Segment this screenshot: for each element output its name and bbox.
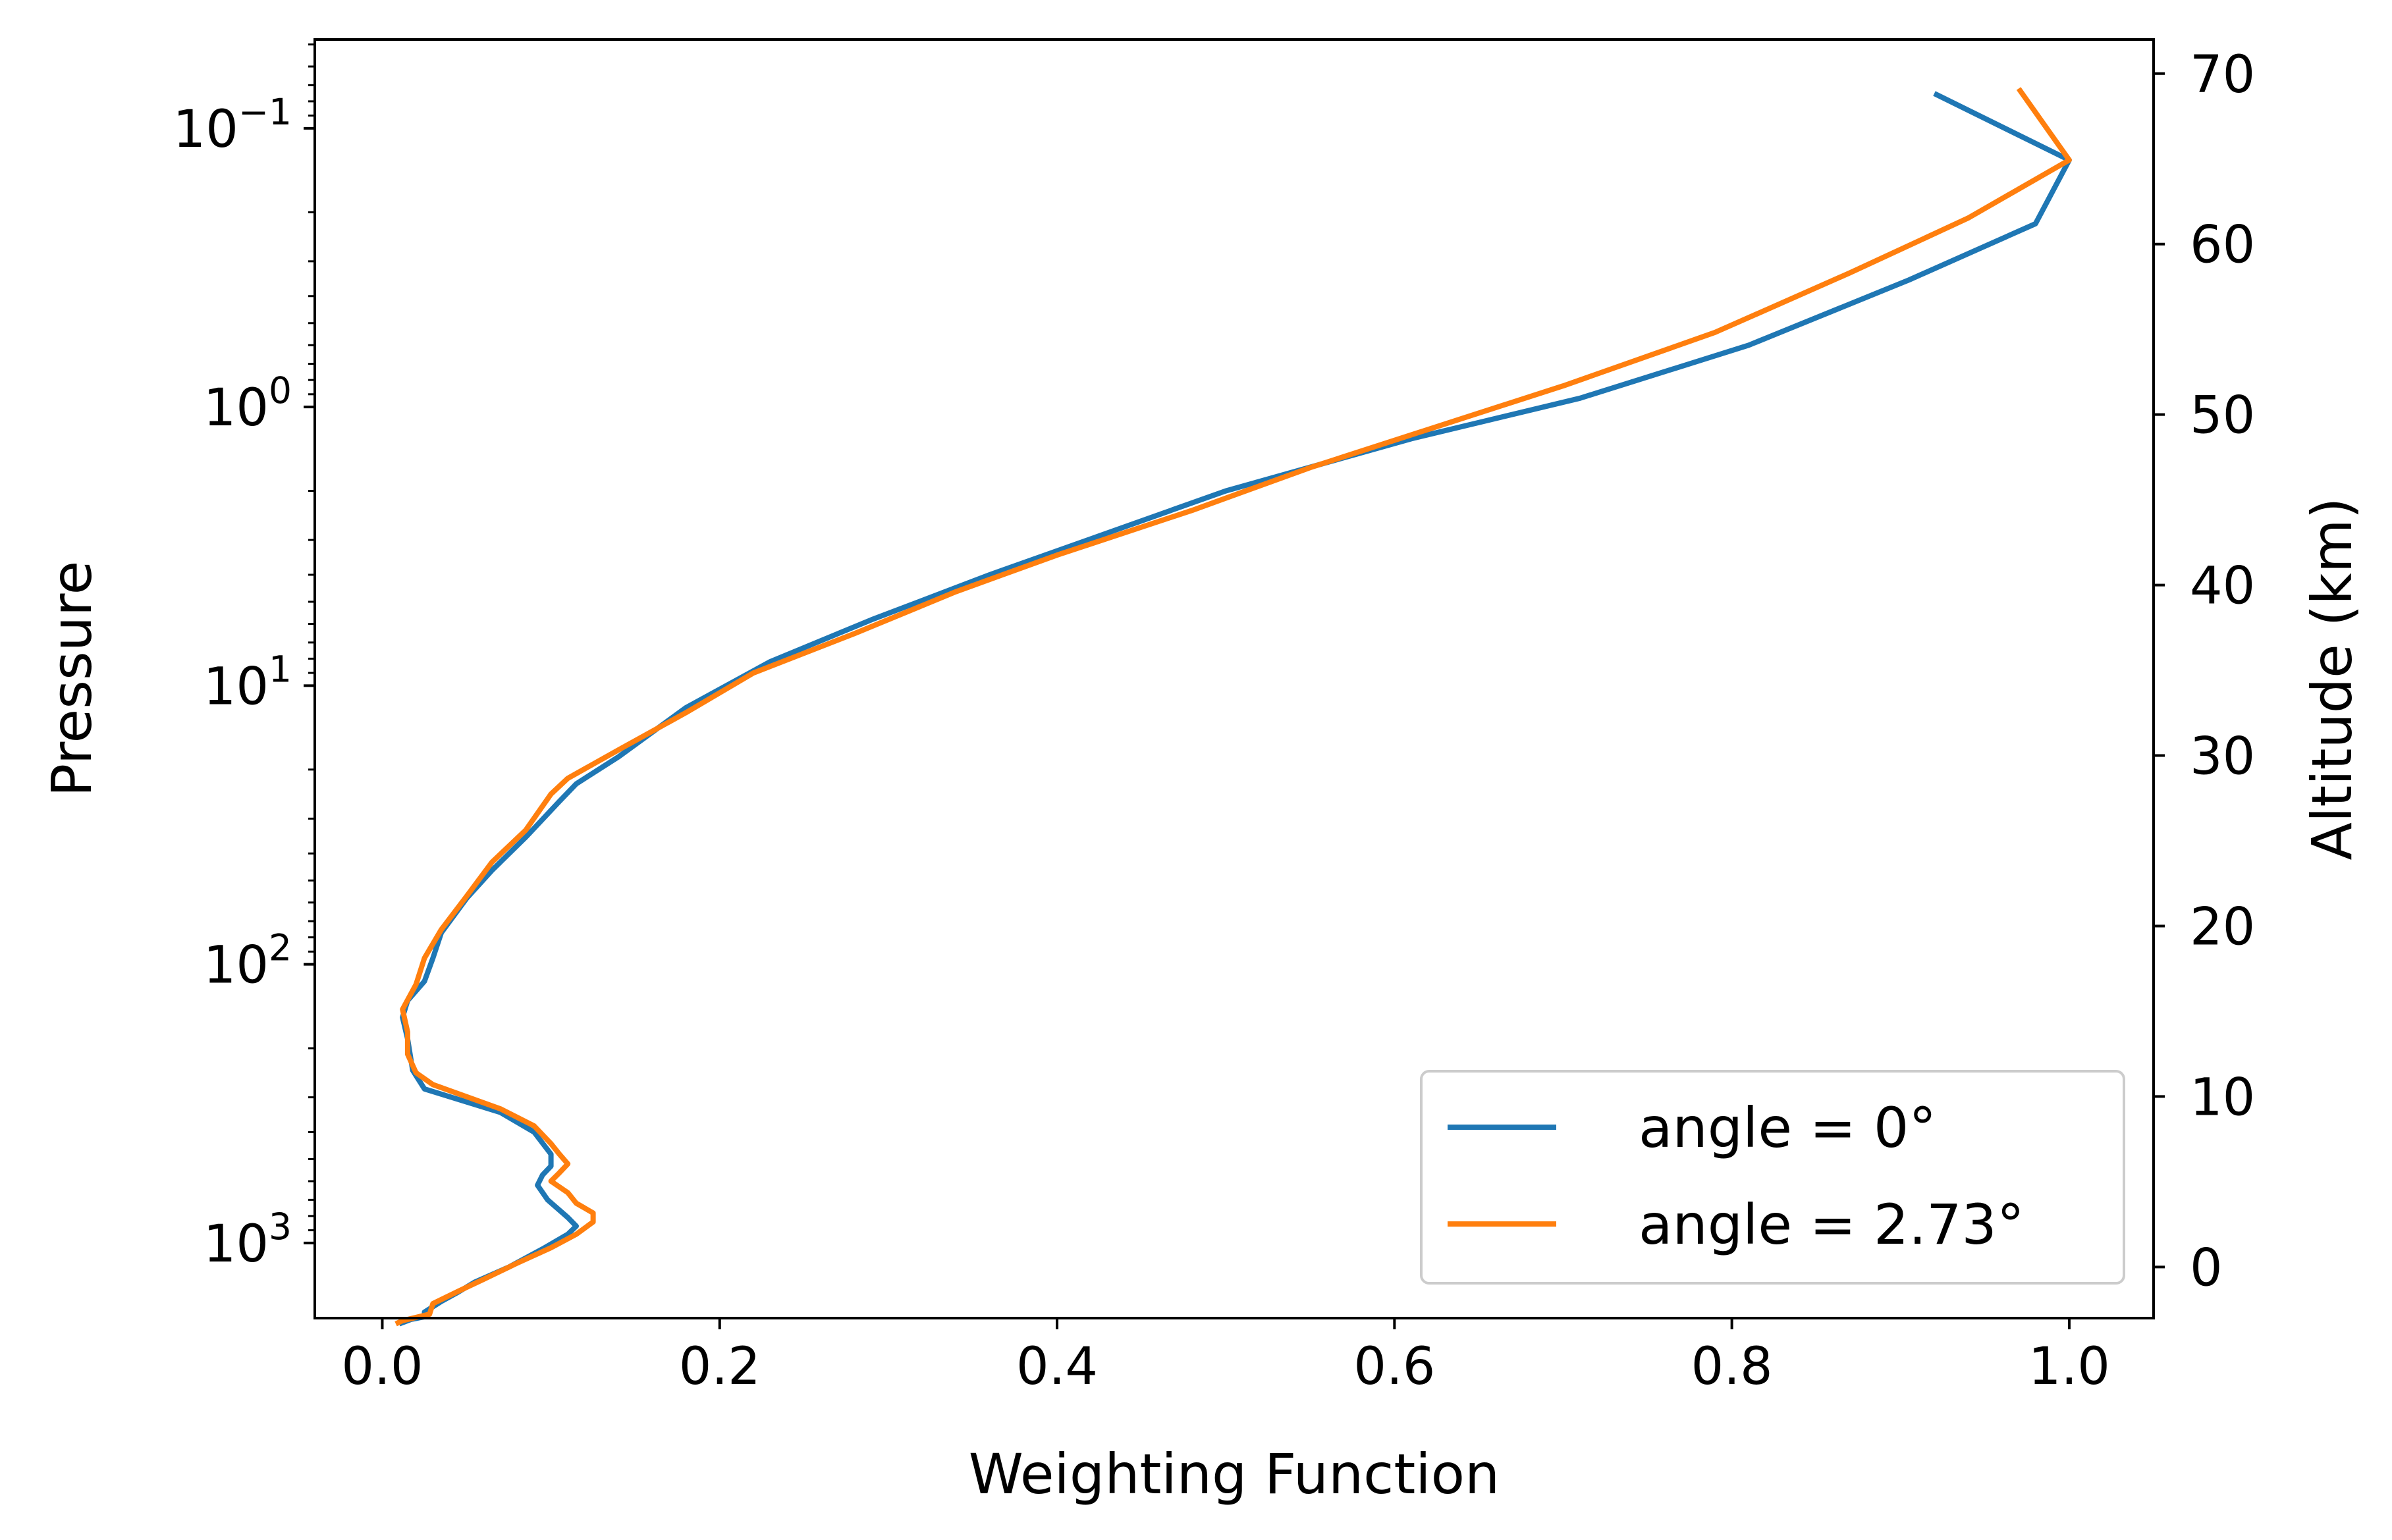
x-axis: 0.0 0.2 0.4 0.6 0.8 1.0 bbox=[341, 1318, 2110, 1396]
y-tick-label: 103 bbox=[204, 1206, 292, 1274]
y-axis-title: Pressure bbox=[40, 561, 104, 797]
x-tick-label: 0.6 bbox=[1353, 1337, 1435, 1396]
y2-tick-label: 10 bbox=[2190, 1068, 2255, 1127]
y-tick-label: 101 bbox=[204, 648, 292, 716]
y2-tick-label: 30 bbox=[2190, 728, 2255, 787]
legend-label: angle = 2.73° bbox=[1639, 1192, 2025, 1257]
y2-tick-label: 20 bbox=[2190, 897, 2255, 957]
x-tick-label: 0.2 bbox=[679, 1337, 761, 1396]
x-tick-label: 0.4 bbox=[1016, 1337, 1098, 1396]
y-tick-label: 100 bbox=[204, 369, 292, 438]
y2-tick-label: 70 bbox=[2190, 45, 2255, 105]
y-tick-label: 10−1 bbox=[173, 91, 292, 159]
y2-tick-label: 50 bbox=[2190, 386, 2255, 446]
legend-frame bbox=[1420, 1070, 2125, 1285]
y2-tick-label: 60 bbox=[2190, 216, 2255, 275]
y2-axis-title: Altitude (km) bbox=[2300, 498, 2364, 861]
y-axis-pressure: 10−1 100 101 102 103 bbox=[173, 43, 315, 1274]
x-tick-label: 0.0 bbox=[341, 1337, 423, 1396]
y-axis-altitude: 0 10 20 30 40 50 60 70 bbox=[2154, 45, 2255, 1298]
legend: angle = 0° angle = 2.73° bbox=[1420, 1070, 2125, 1285]
y2-tick-label: 0 bbox=[2190, 1238, 2223, 1298]
legend-label: angle = 0° bbox=[1639, 1096, 1936, 1160]
y-tick-label: 102 bbox=[204, 927, 292, 996]
plot-frame bbox=[313, 38, 2155, 1319]
x-axis-title: Weighting Function bbox=[969, 1442, 1500, 1506]
series-layer bbox=[394, 87, 2072, 1327]
y2-tick-label: 40 bbox=[2190, 557, 2255, 616]
x-tick-label: 0.8 bbox=[1691, 1337, 1773, 1396]
series-line-1 bbox=[394, 87, 2072, 1327]
x-tick-label: 1.0 bbox=[2028, 1337, 2110, 1396]
